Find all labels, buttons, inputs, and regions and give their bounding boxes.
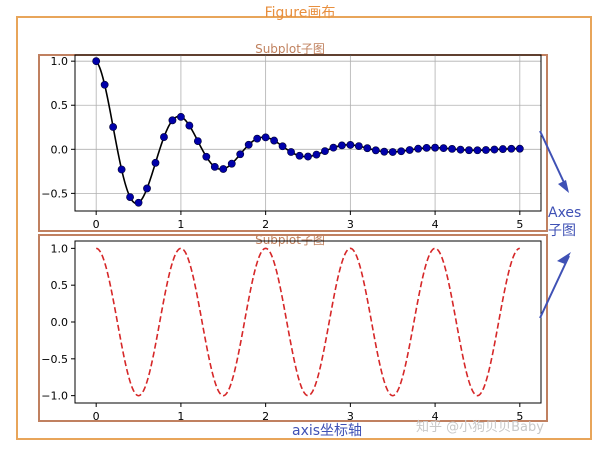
- data-point: [405, 146, 414, 154]
- data-point: [143, 184, 151, 193]
- data-point: [498, 145, 507, 153]
- axes-spine-1: [74, 240, 542, 404]
- data-point: [185, 121, 194, 130]
- arrow-line-bottom: [539, 255, 570, 319]
- data-point: [227, 159, 236, 168]
- data-point: [236, 150, 245, 159]
- data-point: [126, 193, 134, 202]
- data-point: [261, 133, 270, 142]
- data-point: [312, 150, 321, 159]
- x-tick-label: 2: [262, 410, 269, 423]
- axes-annotation-line1: Axes: [548, 205, 582, 221]
- data-point: [151, 158, 160, 167]
- data-point: [431, 143, 439, 152]
- data-point: [109, 123, 118, 131]
- data-point: [287, 148, 295, 156]
- data-point: [202, 152, 211, 161]
- axes-annotation-line2: 子图: [548, 223, 576, 239]
- figure-label: Figure画布: [264, 5, 336, 21]
- data-point: [168, 116, 177, 125]
- data-point: [456, 145, 465, 154]
- y-tick-label: 0.5: [51, 99, 69, 112]
- data-point: [321, 147, 329, 156]
- data-point: [210, 162, 219, 171]
- x-tick-label: 1: [177, 410, 184, 423]
- data-point: [193, 137, 202, 146]
- data-point: [465, 146, 473, 155]
- data-point: [253, 134, 262, 143]
- data-point: [371, 146, 380, 155]
- data-point: [160, 133, 168, 141]
- x-tick-label: 5: [516, 410, 523, 423]
- data-point: [448, 144, 456, 153]
- subplot-label-top: Subplot子图: [255, 42, 325, 56]
- data-point: [490, 145, 499, 154]
- x-tick-label: 4: [432, 218, 439, 231]
- data-point: [363, 144, 372, 153]
- x-tick-label: 3: [347, 218, 354, 231]
- y-tick-label: −1.0: [41, 390, 68, 403]
- axis-annotation: axis坐标轴: [292, 423, 363, 439]
- data-point: [177, 112, 185, 121]
- data-point: [278, 142, 287, 151]
- subplot-label-bottom: Subplot子图: [255, 233, 325, 247]
- data-point: [507, 144, 516, 153]
- data-point: [337, 141, 346, 150]
- x-tick-label: 0: [93, 410, 100, 423]
- data-point: [117, 165, 126, 174]
- axes-annotation: Axes 子图: [548, 204, 581, 240]
- data-point: [270, 136, 279, 145]
- data-point: [414, 144, 423, 153]
- x-tick-label: 0: [93, 218, 100, 231]
- data-point: [100, 80, 109, 89]
- arrow-head-top: [558, 180, 569, 193]
- data-point: [354, 142, 363, 150]
- y-tick-label: 0.5: [51, 279, 69, 292]
- arrow-line-top: [539, 130, 568, 190]
- y-tick-label: 1.0: [51, 55, 69, 68]
- y-tick-label: 0.0: [51, 143, 69, 156]
- arrow-head-bottom: [557, 252, 571, 264]
- y-tick-label: 1.0: [51, 242, 69, 255]
- data-point: [244, 140, 253, 149]
- data-point: [346, 141, 355, 149]
- y-tick-label: −0.5: [41, 187, 68, 200]
- x-tick-label: 3: [347, 410, 354, 423]
- data-point: [515, 144, 524, 153]
- data-point: [482, 146, 490, 154]
- data-point: [397, 147, 406, 156]
- series-line-0-0: [95, 60, 520, 205]
- watermark: 知乎 @小狗贝贝Baby: [416, 420, 544, 435]
- data-point: [134, 198, 143, 207]
- subplot-frame-bottom: [38, 234, 548, 422]
- series-line-1-0: [96, 247, 520, 397]
- data-point: [329, 143, 338, 152]
- x-tick-label: 2: [262, 218, 269, 231]
- data-point: [304, 152, 312, 161]
- data-point: [388, 148, 397, 156]
- figure-frame: [16, 16, 592, 440]
- y-tick-label: −0.5: [41, 353, 68, 366]
- x-tick-label: 5: [516, 218, 523, 231]
- data-point: [295, 151, 304, 160]
- x-tick-label: 4: [432, 410, 439, 423]
- y-tick-label: 0.0: [51, 316, 69, 329]
- data-point: [439, 144, 448, 153]
- data-point: [473, 146, 482, 155]
- data-point: [380, 147, 389, 156]
- data-point: [422, 143, 431, 152]
- data-point: [219, 165, 228, 173]
- data-point: [92, 57, 101, 66]
- x-tick-label: 1: [177, 218, 184, 231]
